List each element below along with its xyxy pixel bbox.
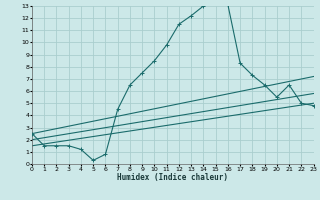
X-axis label: Humidex (Indice chaleur): Humidex (Indice chaleur) — [117, 173, 228, 182]
